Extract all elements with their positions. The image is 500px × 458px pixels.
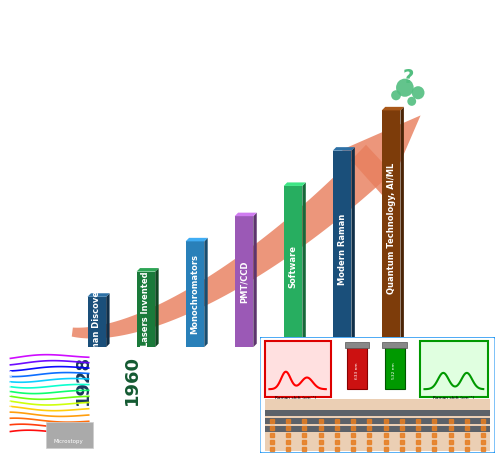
Text: Quantum Technology, AI/ML: Quantum Technology, AI/ML	[386, 163, 396, 294]
Bar	[347, 345, 367, 389]
Bar	[186, 241, 204, 347]
Bar	[264, 409, 490, 416]
Circle shape	[391, 90, 401, 100]
Text: Raman: Raman	[84, 348, 121, 358]
Circle shape	[408, 97, 416, 106]
Polygon shape	[342, 115, 420, 198]
Bar	[136, 272, 155, 347]
Polygon shape	[382, 107, 404, 110]
Text: 633 nm: 633 nm	[355, 362, 359, 379]
Polygon shape	[333, 147, 355, 151]
Polygon shape	[352, 147, 355, 347]
FancyBboxPatch shape	[259, 336, 496, 454]
Bar	[284, 186, 302, 347]
Bar	[234, 216, 254, 347]
Polygon shape	[284, 182, 306, 186]
Bar	[46, 422, 93, 447]
Circle shape	[396, 79, 413, 97]
Text: Software: Software	[288, 245, 298, 288]
Bar	[382, 110, 400, 347]
Bar	[384, 345, 404, 389]
Polygon shape	[234, 213, 256, 216]
Polygon shape	[400, 107, 404, 347]
Text: Raman shift (cm⁻¹): Raman shift (cm⁻¹)	[434, 396, 474, 400]
Bar	[420, 341, 488, 398]
Polygon shape	[155, 268, 158, 347]
Text: Monochromators: Monochromators	[190, 254, 200, 334]
Text: PMT/CCD: PMT/CCD	[240, 261, 248, 303]
Polygon shape	[136, 268, 158, 272]
Text: Raman shift (cm⁻¹): Raman shift (cm⁻¹)	[274, 396, 316, 400]
Text: Spectroscopy: Spectroscopy	[8, 368, 13, 410]
Bar	[264, 341, 330, 398]
Polygon shape	[186, 238, 208, 241]
Bar	[264, 418, 490, 424]
Polygon shape	[302, 182, 306, 347]
Bar	[333, 151, 351, 347]
Polygon shape	[254, 213, 256, 347]
Bar	[88, 297, 106, 347]
Circle shape	[412, 86, 424, 99]
Bar	[264, 398, 490, 451]
Bar	[382, 342, 407, 348]
Text: 1960: 1960	[123, 355, 141, 405]
Text: 1928: 1928	[74, 355, 92, 405]
Polygon shape	[88, 293, 110, 297]
Polygon shape	[204, 238, 208, 347]
Text: Lasers Invented: Lasers Invented	[142, 272, 150, 347]
Text: ?: ?	[402, 68, 414, 87]
Bar	[344, 342, 370, 348]
Text: 2050: 2050	[368, 355, 387, 409]
Text: Modern Raman: Modern Raman	[338, 213, 346, 284]
Text: Raman Discovery: Raman Discovery	[92, 281, 102, 363]
Text: Microstopy: Microstopy	[54, 439, 84, 444]
Polygon shape	[106, 293, 110, 347]
Polygon shape	[72, 145, 392, 338]
Text: 532 nm: 532 nm	[392, 362, 396, 379]
Bar	[264, 426, 490, 432]
